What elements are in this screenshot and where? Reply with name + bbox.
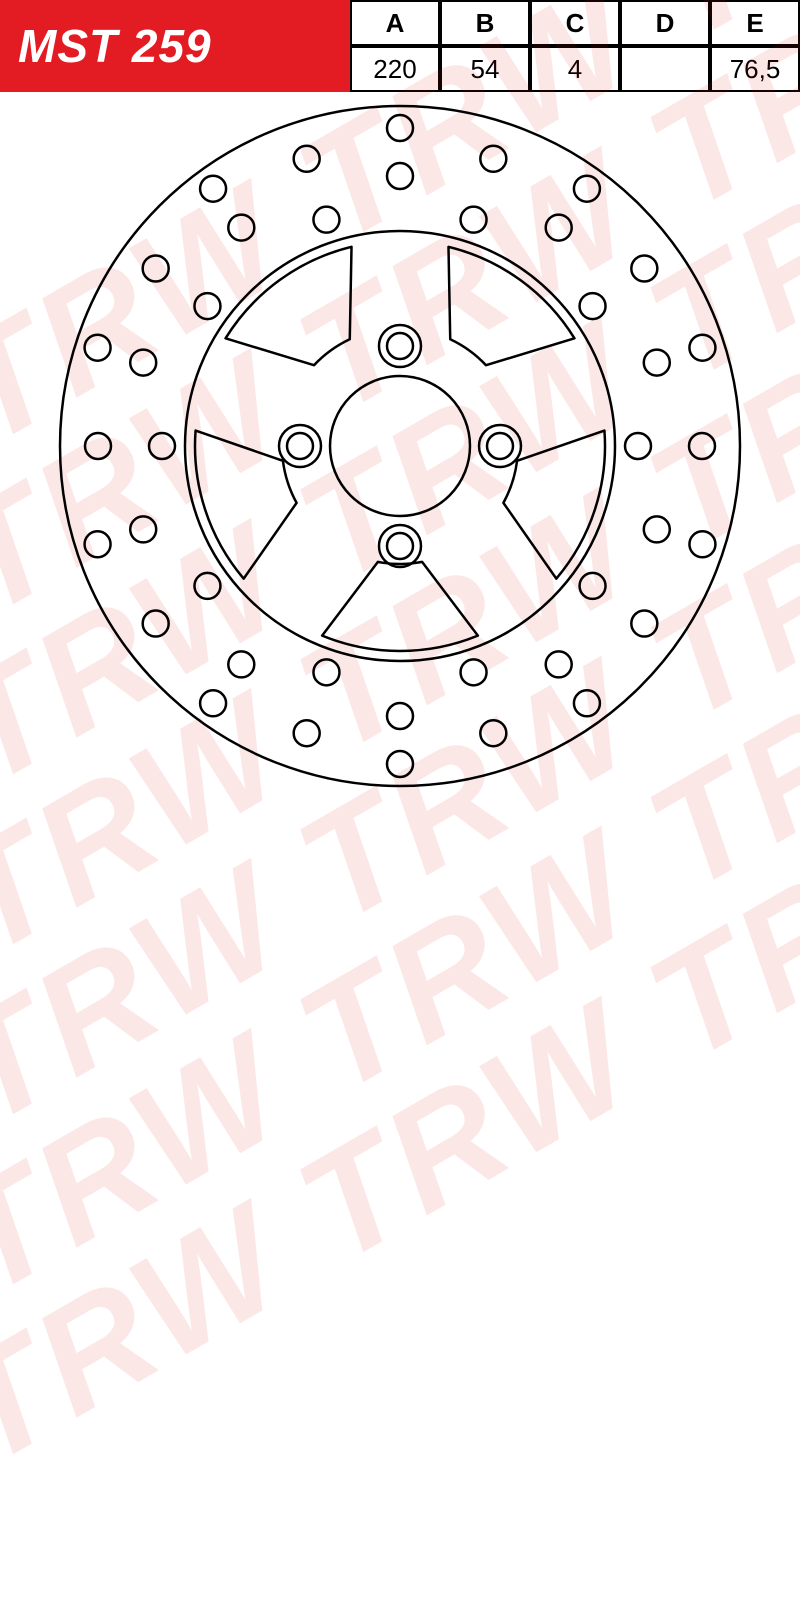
brake-rotor-diagram <box>50 96 750 796</box>
spec-table: A B C D E 220 54 4 76,5 <box>350 0 800 92</box>
spec-header-c: C <box>530 0 620 46</box>
spec-value-d <box>620 46 710 92</box>
spec-value-a: 220 <box>350 46 440 92</box>
diagram-area: TRW TRW TRW TRW TRW TRW TRW TRW TRW TRW … <box>0 92 800 800</box>
spec-value-b: 54 <box>440 46 530 92</box>
part-number-box: MST 259 <box>0 0 350 92</box>
header: MST 259 A B C D E 220 54 4 76,5 <box>0 0 800 92</box>
part-number: MST 259 <box>18 19 212 73</box>
spec-value-e: 76,5 <box>710 46 800 92</box>
spec-header-a: A <box>350 0 440 46</box>
spec-header-e: E <box>710 0 800 46</box>
spec-header-d: D <box>620 0 710 46</box>
spec-header-b: B <box>440 0 530 46</box>
spec-value-c: 4 <box>530 46 620 92</box>
